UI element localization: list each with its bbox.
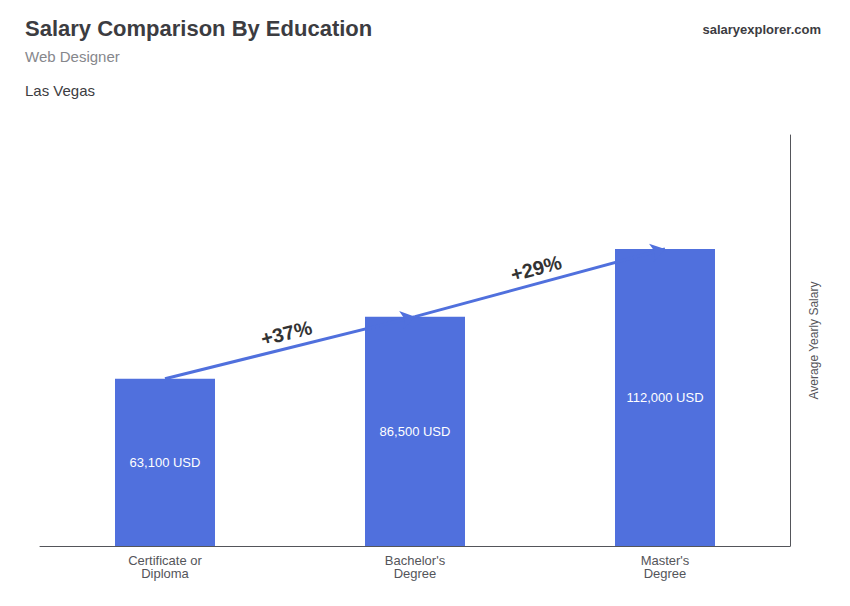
svg-text:+29%: +29% <box>508 251 564 286</box>
svg-text:Bachelor's: Bachelor's <box>384 553 446 568</box>
svg-text:Diploma: Diploma <box>141 566 189 581</box>
svg-text:Salary Comparison By Education: Salary Comparison By Education <box>25 16 372 41</box>
svg-text:Average Yearly Salary: Average Yearly Salary <box>807 282 821 400</box>
svg-text:Certificate or: Certificate or <box>128 553 202 568</box>
svg-text:Degree: Degree <box>394 566 437 581</box>
svg-text:+37%: +37% <box>259 316 315 350</box>
svg-text:86,500 USD: 86,500 USD <box>380 424 451 439</box>
svg-text:Degree: Degree <box>644 566 687 581</box>
svg-text:salaryexplorer.com: salaryexplorer.com <box>702 22 821 37</box>
svg-text:Master's: Master's <box>640 553 690 568</box>
svg-text:63,100 USD: 63,100 USD <box>130 455 201 470</box>
svg-text:112,000 USD: 112,000 USD <box>626 390 703 405</box>
svg-text:Las Vegas: Las Vegas <box>25 82 95 99</box>
svg-text:Web Designer: Web Designer <box>25 48 120 65</box>
